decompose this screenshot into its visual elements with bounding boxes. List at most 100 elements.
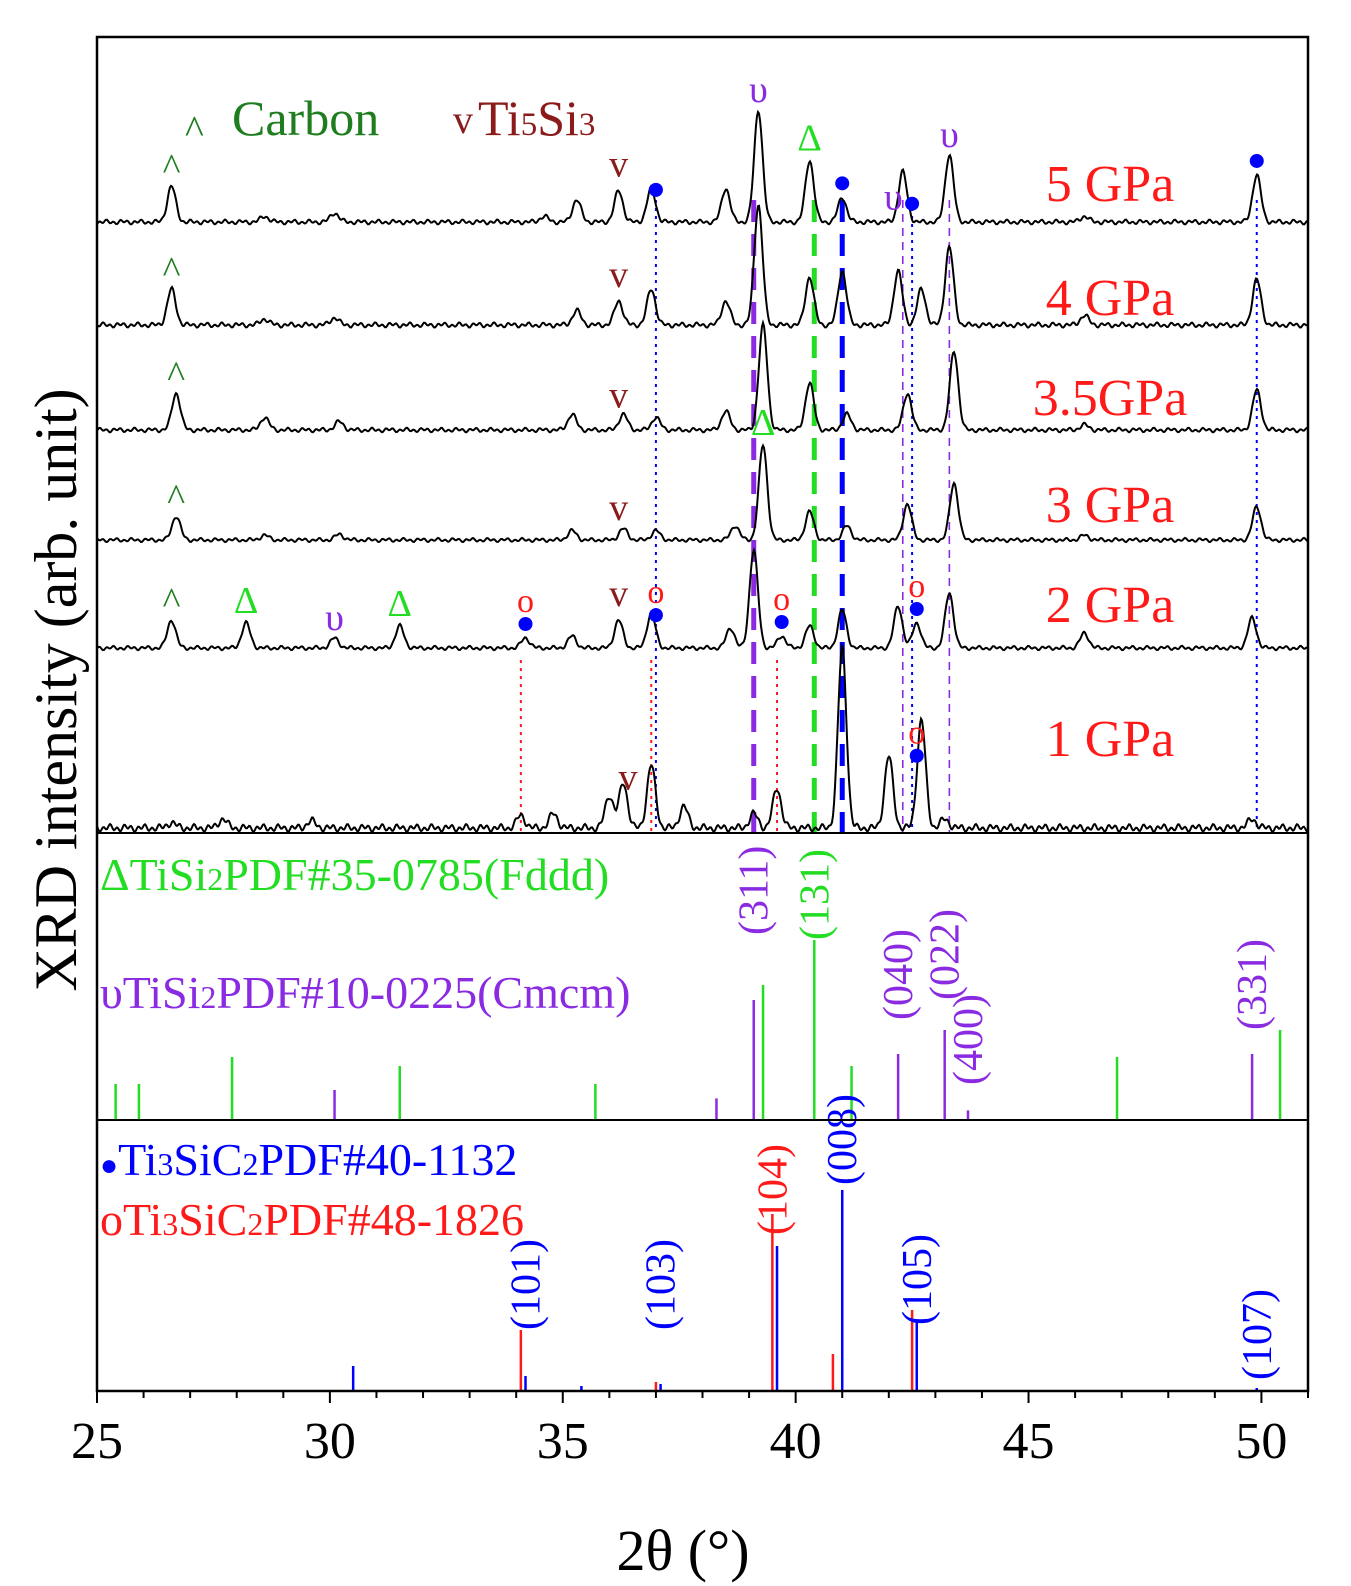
ti3sic2-hkl-107: (107) [1235,1289,1281,1380]
ti3sic2-red-circle-0: o [517,583,534,620]
ti3sic2-hkl-008: (008) [820,1094,866,1185]
carbon-marker-4: ^ [163,581,181,623]
legend-red-sub2: 2 [247,1206,263,1242]
legend-cmcm-rest: PDF#10-0225(Cmcm) [216,967,630,1018]
ti5si3-marker-4: v [609,573,628,615]
trace-1-gpa [96,642,1309,834]
cmcm-marker-1: υ [884,177,903,219]
reference-sticks [114,940,1282,1390]
legend-fddd: ΔTiSi2PDF#35-0785(Fddd) [100,849,609,900]
legend-blue-ti3sic2: ●Ti3SiC2PDF#40-1132 [100,1134,517,1185]
x-axis-label: 2θ (°) [616,1518,749,1583]
legend-fddd-main: TiSi [130,849,208,900]
fddd-hkl-131: (131) [792,849,838,940]
legend-blue-mid: SiC [173,1134,242,1185]
legend-fddd-symbol: Δ [100,849,130,900]
ti3sic2-hkl-105: (105) [895,1234,941,1325]
ti3sic2-blue-dot-8 [909,748,924,763]
cmcm-hkl-040: (040) [876,929,922,1020]
ti5si3-marker-1: v [609,254,628,296]
legend-ti5si3-sub1: 5 [521,107,538,143]
ti3sic2-blue-dot-2 [905,196,920,211]
trace-3-5gpa [96,319,1309,434]
x-tick-label-40: 40 [770,1413,822,1470]
ti5si3-marker-5: v [618,757,637,799]
cmcm-hkl-400: (400) [946,994,992,1085]
diffraction-traces: 5 GPa 4 GPa 3.5GPa 3 GPa 2 GPa 1 GPa [96,109,1309,834]
legend-red-ti3sic2: oTi3SiC2PDF#48-1826 [100,1194,524,1245]
carbon-marker-0: ^ [163,147,181,189]
legend-cmcm-main: TiSi [123,967,201,1018]
ti5si3-marker-2: v [609,375,628,417]
legend-blue-ti: Ti [118,1134,157,1185]
legend-red-mid: SiC [178,1194,247,1245]
trace-2-gpa [96,547,1309,652]
ti3sic2-hkl-104: (104) [750,1144,796,1235]
legend-ti5si3-ti: Ti [478,90,521,146]
legend-blue-sub2: 2 [242,1146,258,1182]
ti3sic2-blue-dot-5 [648,608,663,623]
ti3sic2-blue-dot-7 [909,601,924,616]
x-tick-label-45: 45 [1003,1413,1055,1470]
cmcm-hkl-311: (311) [732,846,778,935]
cmcm-hkl-331: (331) [1230,939,1276,1030]
ti3sic2-blue-dot-3 [1249,153,1264,168]
legend-fddd-sub: 2 [207,861,223,897]
legend-ti5si3-label: Ti5Si3 [478,90,595,146]
series-label-2-gpa: 2 GPa [1046,577,1175,634]
legend-carbon-symbol: ^ [185,107,204,152]
ti3sic2-hkl-101: (101) [504,1239,550,1330]
trace-3-gpa [96,443,1309,544]
carbon-marker-3: ^ [167,477,185,519]
ti3sic2-red-circle-1: o [647,574,664,611]
ti3sic2-red-circle-3: o [908,568,925,605]
legend-red-ti: Ti [123,1194,162,1245]
legend-red-rest: PDF#48-1826 [263,1194,524,1245]
legend-fddd-rest: PDF#35-0785(Fddd) [223,849,609,900]
cmcm-hkl-022: (022) [923,909,969,1000]
x-tick-label-25: 25 [71,1413,123,1470]
fddd-marker-2: Δ [234,580,258,622]
ti3sic2-hkl-103: (103) [639,1239,685,1330]
carbon-marker-1: ^ [163,250,181,292]
legend-cmcm: υTiSi2PDF#10-0225(Cmcm) [100,967,630,1018]
ti3sic2-red-circle-2: o [773,581,790,618]
ti3sic2-blue-dot-0 [648,182,663,197]
legend-ti5si3-symbol: v [453,97,473,142]
fddd-marker-0: Δ [797,117,821,159]
x-tick-label-30: 30 [304,1413,356,1470]
legend-ti5si3-si: Si [537,90,579,146]
legend-carbon-label: Carbon [232,90,379,146]
ti3sic2-blue-dot-6 [774,615,789,629]
legend-red-symbol: o [100,1194,123,1245]
ti3sic2-blue-dot-1 [835,176,850,191]
ti5si3-marker-3: v [609,487,628,529]
legend-red-sub1: 3 [162,1206,178,1242]
series-label-3-gpa: 3 GPa [1046,477,1175,534]
fddd-marker-3: Δ [388,583,412,625]
guide-lines [519,200,1258,833]
fddd-marker-1: Δ [751,402,775,444]
series-label-1-gpa: 1 GPa [1046,711,1175,768]
legend-cmcm-sub: 2 [200,979,216,1015]
x-axis-ticks: 25 30 35 40 45 50 [71,1391,1309,1470]
x-tick-label-50: 50 [1235,1413,1287,1470]
ti5si3-marker-0: v [609,144,628,186]
legend-ti5si3-sub2: 3 [579,107,596,143]
legend-blue-symbol: ● [100,1149,118,1182]
cmcm-marker-0: υ [749,69,768,111]
series-label-4-gpa: 4 GPa [1046,270,1175,327]
series-label-3-5gpa: 3.5GPa [1033,370,1188,427]
x-tick-label-35: 35 [537,1413,589,1470]
legend-blue-rest: PDF#40-1132 [258,1134,517,1185]
hkl-labels: (311) (040) (022)(400) (331) (131) (101) (103)… [504,846,1281,1380]
cmcm-marker-2: υ [940,114,959,156]
series-label-5-gpa: 5 GPa [1046,156,1175,213]
ti3sic2-blue-dot-4 [518,617,533,631]
ti3sic2-red-circle-4: o [908,715,925,752]
cmcm-marker-3: υ [325,597,344,639]
carbon-marker-2: ^ [167,354,185,396]
legend-cmcm-symbol: υ [100,967,123,1018]
